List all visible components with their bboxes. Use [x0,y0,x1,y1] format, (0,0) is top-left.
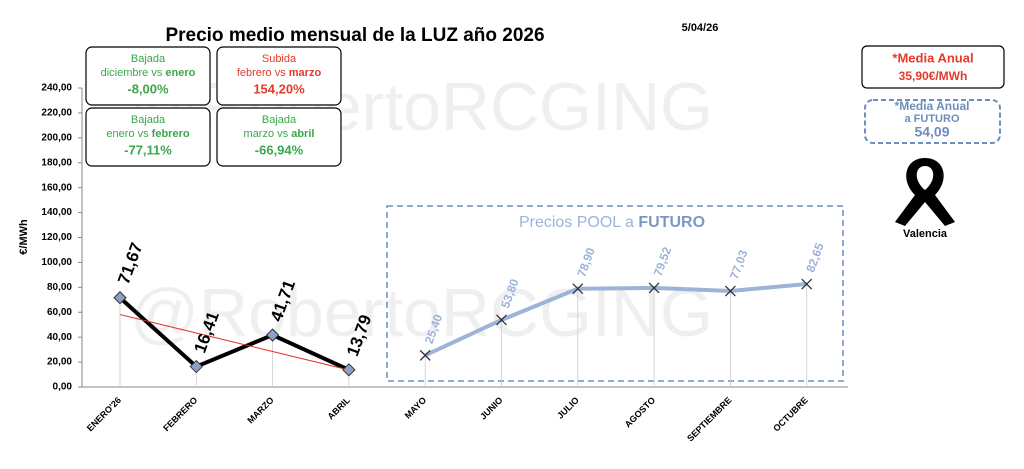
trendline [119,314,350,371]
y-tick-label: 180,00 [41,157,72,168]
marker [724,285,736,297]
y-tick-label: 160,00 [41,182,72,193]
series-line [118,296,350,372]
data-label: 78,90 [574,246,598,279]
futuro-text: Precios POOL a [519,214,638,231]
marker [496,314,507,326]
box-line2: febrero vs marzo [237,67,322,79]
futuro-box [386,205,844,382]
box-value: 154,20% [253,81,305,96]
y-tick-label: 100,00 [41,257,72,268]
box-line2-text: diciembre vs [101,67,166,79]
annotation-box [85,46,211,106]
futuro-label: Precios POOL a FUTURO [519,214,705,231]
annotation-box [216,46,342,106]
annotation-box [85,107,211,167]
ribbon [895,158,955,226]
y-tick-label: 200,00 [41,132,72,143]
y-tick-label: 240,00 [41,83,72,94]
marker [419,349,431,361]
ribbon-shape [895,158,955,226]
box-line2: enero vs febrero [106,128,189,140]
chart-title: Precio medio mensual de la LUZ año 2026 [165,25,544,46]
marker [572,283,584,295]
ribbon-label: Valencia [903,228,948,240]
box-line1: Bajada [262,114,297,126]
marker [342,363,356,377]
box-line2-bold: marzo [289,67,322,79]
data-label: 82,65 [803,241,827,274]
y-tick-label: 140,00 [41,207,72,218]
box-line1: Bajada [131,53,166,65]
media-anual-title: *Media Anual [892,50,973,65]
marker [801,278,813,290]
date: 5/04/26 [682,22,719,34]
annotation-box [216,107,342,167]
box-value: -77,11% [124,142,172,157]
data-label: 77,03 [727,248,751,281]
y-tick-label: 80,00 [47,282,72,293]
box-line2: diciembre vs enero [101,67,196,79]
media-anual-box [861,45,1005,89]
marker [265,328,280,342]
marker [189,359,204,374]
box-line1: Bajada [131,114,166,126]
y-tick-label: 60,00 [47,307,72,318]
x-tick-label: ABRIL [325,395,352,422]
x-tick-label: ENERO'26 [85,395,123,433]
y-axis-label: €/MWh [18,219,30,255]
media-futuro-value: 54,09 [914,124,949,140]
x-tick-label: SEPTIEMBRE [685,395,733,443]
box-line2-text: marzo vs [244,128,292,140]
y-tick-label: 120,00 [41,232,72,243]
box-value: -66,94% [255,142,304,157]
box-line2-bold: enero [165,67,195,79]
y-tick-label: 40,00 [47,332,72,343]
marker [648,282,660,294]
box-line2-text: febrero vs [237,67,289,79]
box-line2-bold: abril [291,128,314,140]
media-anual-value: 35,90€/MWh [899,69,968,83]
x-tick-label: OCTUBRE [771,395,810,434]
x-tick-label: JUNIO [478,395,505,422]
x-tick-label: JULIO [555,395,581,421]
futuro-bold: FUTURO [638,214,705,231]
y-tick-label: 220,00 [41,108,72,119]
series-line [424,282,807,358]
box-line2-text: enero vs [106,128,151,140]
media-futuro-subtitle: a FUTURO [905,113,960,125]
x-tick-label: AGOSTO [623,395,658,430]
x-tick-label: FEBRERO [161,395,199,433]
x-tick-label: MARZO [245,395,275,425]
y-tick-label: 0,00 [53,382,73,393]
box-line2: marzo vs abril [244,128,315,140]
box-line2-bold: febrero [152,128,190,140]
marker [113,291,127,305]
media-futuro-box [864,99,1001,144]
box-line1: Subida [262,53,297,65]
x-tick-label: MAYO [403,395,429,421]
data-label: 79,52 [651,245,675,278]
box-value: -8,00% [127,81,169,96]
y-tick-label: 20,00 [47,357,72,368]
media-futuro-title: *Media Anual [895,99,970,113]
